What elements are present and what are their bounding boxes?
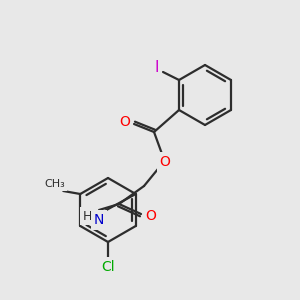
Text: N: N: [94, 213, 104, 227]
Text: I: I: [155, 59, 159, 74]
Text: Cl: Cl: [101, 260, 115, 274]
Text: O: O: [120, 115, 130, 129]
Text: O: O: [146, 209, 157, 223]
Text: O: O: [160, 155, 170, 169]
Text: CH₃: CH₃: [44, 179, 65, 189]
Text: H: H: [82, 209, 92, 223]
